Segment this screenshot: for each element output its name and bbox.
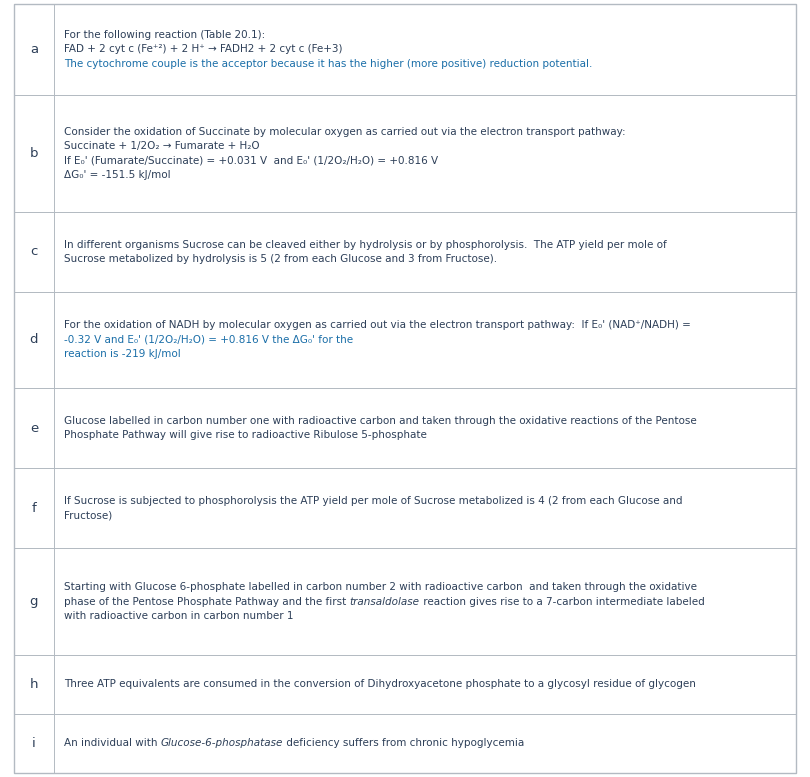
- Text: reaction is -219 kJ/mol: reaction is -219 kJ/mol: [64, 350, 181, 360]
- Text: h: h: [30, 678, 38, 691]
- Text: For the following reaction (Table 20.1):: For the following reaction (Table 20.1):: [64, 30, 265, 40]
- Text: Glucose labelled in carbon number one with radioactive carbon and taken through : Glucose labelled in carbon number one wi…: [64, 416, 697, 426]
- Bar: [14, 292, 796, 388]
- Bar: [14, 549, 796, 655]
- Text: Three ATP equivalents are consumed in the conversion of Dihydroxyacetone phospha: Three ATP equivalents are consumed in th…: [64, 679, 696, 689]
- Text: Consider the oxidation of Succinate by molecular oxygen as carried out via the e: Consider the oxidation of Succinate by m…: [64, 127, 625, 137]
- Text: Glucose-6-phosphatase: Glucose-6-phosphatase: [160, 738, 284, 748]
- Text: with radioactive carbon in carbon number 1: with radioactive carbon in carbon number…: [64, 611, 293, 621]
- Text: In different organisms Sucrose can be cleaved either by hydrolysis or by phospho: In different organisms Sucrose can be cl…: [64, 239, 667, 249]
- Bar: [14, 212, 796, 292]
- Text: reaction gives rise to a 7-carbon intermediate labeled: reaction gives rise to a 7-carbon interm…: [420, 597, 704, 607]
- Bar: [14, 95, 796, 212]
- Text: Sucrose metabolized by hydrolysis is 5 (2 from each Glucose and 3 from Fructose): Sucrose metabolized by hydrolysis is 5 (…: [64, 254, 497, 264]
- Text: c: c: [30, 246, 38, 259]
- Bar: [14, 4, 796, 95]
- Text: phase of the Pentose Phosphate Pathway and the first: phase of the Pentose Phosphate Pathway a…: [64, 597, 349, 607]
- Text: a: a: [30, 43, 38, 56]
- Text: If Sucrose is subjected to phosphorolysis the ATP yield per mole of Sucrose meta: If Sucrose is subjected to phosphorolysi…: [64, 496, 683, 506]
- Text: If E₀' (Fumarate/Succinate) = +0.031 V  and E₀' (1/2O₂/H₂O) = +0.816 V: If E₀' (Fumarate/Succinate) = +0.031 V a…: [64, 155, 438, 166]
- Text: Fructose): Fructose): [64, 510, 113, 521]
- Text: -0.32 V and E₀' (1/2O₂/H₂O) = +0.816 V the ΔG₀' for the: -0.32 V and E₀' (1/2O₂/H₂O) = +0.816 V t…: [64, 335, 353, 345]
- Bar: [14, 714, 796, 773]
- Text: Starting with Glucose 6-phosphate labelled in carbon number 2 with radioactive c: Starting with Glucose 6-phosphate labell…: [64, 582, 697, 592]
- Text: transaldolase: transaldolase: [349, 597, 420, 607]
- Text: ΔG₀' = -151.5 kJ/mol: ΔG₀' = -151.5 kJ/mol: [64, 170, 171, 180]
- Text: d: d: [30, 333, 38, 347]
- Text: An individual with: An individual with: [64, 738, 160, 748]
- Text: The cytochrome couple is the acceptor because it has the higher (more positive) : The cytochrome couple is the acceptor be…: [64, 59, 592, 69]
- Bar: [14, 469, 796, 549]
- Text: deficiency suffers from chronic hypoglycemia: deficiency suffers from chronic hypoglyc…: [284, 738, 524, 748]
- Text: g: g: [30, 595, 38, 608]
- Text: f: f: [32, 502, 36, 514]
- Text: Succinate + 1/2O₂ → Fumarate + H₂O: Succinate + 1/2O₂ → Fumarate + H₂O: [64, 141, 260, 151]
- Bar: [14, 388, 796, 469]
- Text: e: e: [30, 422, 38, 434]
- Text: FAD + 2 cyt c (Fe⁺²) + 2 H⁺ → FADH2 + 2 cyt c (Fe+3): FAD + 2 cyt c (Fe⁺²) + 2 H⁺ → FADH2 + 2 …: [64, 44, 343, 54]
- Text: i: i: [32, 737, 36, 750]
- Text: For the oxidation of NADH by molecular oxygen as carried out via the electron tr: For the oxidation of NADH by molecular o…: [64, 320, 691, 330]
- Text: b: b: [30, 147, 38, 160]
- Text: Phosphate Pathway will give rise to radioactive Ribulose 5-phosphate: Phosphate Pathway will give rise to radi…: [64, 430, 427, 441]
- Bar: [14, 655, 796, 714]
